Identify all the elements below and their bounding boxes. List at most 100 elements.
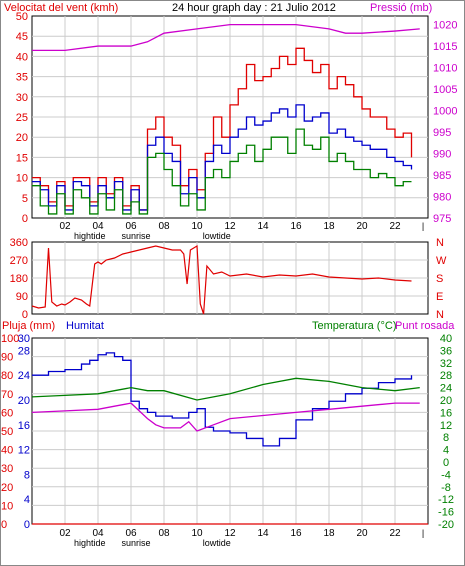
time-tick-label: 08 bbox=[158, 221, 170, 232]
compass-tick-label: E bbox=[436, 291, 443, 303]
lowtide-label: lowtide bbox=[203, 538, 231, 548]
rain-tick-label: 30 bbox=[1, 463, 13, 475]
panel1-wind-ticks: 0 5 10 15 20 25 30 35 40 45 50 bbox=[16, 11, 28, 225]
humidity-tick-label: 0 bbox=[24, 519, 30, 531]
rain-tick-label: 80 bbox=[1, 370, 13, 382]
degree-tick-label: 0 bbox=[22, 309, 28, 321]
rain-tick-label: 60 bbox=[1, 407, 13, 419]
time-tick-label: 10 bbox=[191, 528, 203, 539]
series-line bbox=[32, 128, 412, 215]
wind-tick-label: 35 bbox=[16, 72, 28, 84]
time-tick-label: 04 bbox=[92, 528, 104, 539]
degree-tick-label: 360 bbox=[10, 237, 28, 249]
pressure-tick-label: 995 bbox=[433, 127, 451, 139]
time-tick-label: 20 bbox=[356, 221, 368, 232]
humidity-tick-label: 28 bbox=[18, 345, 30, 357]
time-tick-label: 14 bbox=[257, 528, 269, 539]
pressure-tick-label: 1010 bbox=[433, 63, 457, 75]
temperature-tick-label: -16 bbox=[438, 507, 454, 519]
lowtide-label: lowtide bbox=[203, 231, 231, 241]
wind-tick-label: 50 bbox=[16, 11, 28, 23]
chart-title: 24 hour graph day : 21 Julio 2012 bbox=[172, 2, 336, 14]
degree-tick-label: 90 bbox=[16, 291, 28, 303]
degree-tick-label: 180 bbox=[10, 273, 28, 285]
panel1-pressure-ticks: 975 980 985 990 995 1000 1005 1010 1015 1020 bbox=[433, 20, 457, 225]
time-tick-label: 22 bbox=[389, 221, 401, 232]
time-tick-label: 18 bbox=[323, 528, 335, 539]
temperature-tick-label: 36 bbox=[440, 345, 452, 357]
time-tick-label: 12 bbox=[224, 528, 236, 539]
humidity-tick-label: 12 bbox=[18, 445, 30, 457]
temperature-tick-label: 12 bbox=[440, 420, 452, 432]
time-tick-label: 04 bbox=[92, 221, 104, 232]
compass-tick-label: N bbox=[436, 237, 444, 249]
rain-tick-label: 100 bbox=[1, 333, 19, 345]
humidity-tick-label: 20 bbox=[18, 395, 30, 407]
panel3-series bbox=[31, 352, 428, 525]
time-tick-label: 16 bbox=[290, 221, 302, 232]
wind-tick-label: 45 bbox=[16, 31, 28, 43]
humidity-tick-label: 4 bbox=[24, 494, 30, 506]
temperature-tick-label: 28 bbox=[440, 370, 452, 382]
direction-line bbox=[31, 244, 412, 315]
time-tick-label: 14 bbox=[257, 221, 269, 232]
humidity-tick-label: 8 bbox=[24, 469, 30, 481]
compass-tick-label: N bbox=[436, 309, 444, 321]
time-tick-label: 12 bbox=[224, 221, 236, 232]
rain-tick-label: 50 bbox=[1, 426, 13, 438]
humidity-tick-label: 16 bbox=[18, 420, 30, 432]
rain-tick-label: 20 bbox=[1, 482, 13, 494]
rain-tick-label: 0 bbox=[1, 519, 7, 531]
wind-tick-label: 20 bbox=[16, 132, 28, 144]
temperature-axis-label: Temperatura (°C) bbox=[312, 320, 396, 332]
temperature-tick-label: 4 bbox=[443, 445, 449, 457]
compass-tick-label: S bbox=[436, 273, 443, 285]
time-tick-label: | bbox=[422, 528, 424, 538]
hightide-label: hightide bbox=[74, 538, 106, 548]
humidity-tick-label: 24 bbox=[18, 370, 30, 382]
panel3-time-ticks: 02 04 06 08 10 12 14 16 18 20 22 | hightide sunrise lo… bbox=[59, 528, 424, 548]
series-line bbox=[31, 402, 420, 432]
time-tick-label: 16 bbox=[290, 528, 302, 539]
series-line bbox=[31, 377, 420, 401]
wind-tick-label: 30 bbox=[16, 92, 28, 104]
temperature-tick-label: -8 bbox=[441, 482, 451, 494]
pressure-axis-label: Pressió (mb) bbox=[370, 2, 432, 14]
time-tick-label: 20 bbox=[356, 528, 368, 539]
rain-tick-label: 90 bbox=[1, 352, 13, 364]
temperature-tick-label: 32 bbox=[440, 358, 452, 370]
wind-tick-label: 10 bbox=[16, 173, 28, 185]
temperature-tick-label: 40 bbox=[440, 333, 452, 345]
panel2-series bbox=[31, 244, 412, 315]
time-tick-label: 08 bbox=[158, 528, 170, 539]
time-tick-label: 06 bbox=[125, 221, 137, 232]
panel1-series bbox=[32, 23, 420, 215]
rain-axis-label: Pluja (mm) bbox=[2, 320, 55, 332]
wind-tick-label: 15 bbox=[16, 152, 28, 164]
sunrise-label: sunrise bbox=[121, 231, 150, 241]
time-tick-label: | bbox=[422, 221, 424, 231]
compass-tick-label: W bbox=[436, 255, 447, 267]
panel2-degree-ticks: 0 90 180 270 360 bbox=[10, 237, 28, 321]
time-tick-label: 18 bbox=[323, 221, 335, 232]
time-tick-label: 22 bbox=[389, 528, 401, 539]
temperature-tick-label: 0 bbox=[443, 457, 449, 469]
rain-tick-label: 70 bbox=[1, 389, 13, 401]
wind-tick-label: 5 bbox=[22, 193, 28, 205]
rain-tick-label: 10 bbox=[1, 500, 13, 512]
time-tick-label: 10 bbox=[191, 221, 203, 232]
wind-tick-label: 0 bbox=[22, 213, 28, 225]
temperature-tick-label: 16 bbox=[440, 407, 452, 419]
pressure-tick-label: 980 bbox=[433, 192, 451, 204]
pressure-tick-label: 1000 bbox=[433, 106, 457, 118]
wind-tick-label: 25 bbox=[16, 112, 28, 124]
temperature-tick-label: 24 bbox=[440, 383, 452, 395]
wind-tick-label: 40 bbox=[16, 51, 28, 63]
temperature-tick-label: 20 bbox=[440, 395, 452, 407]
wind-axis-label: Velocitat del vent (kmh) bbox=[4, 2, 118, 14]
